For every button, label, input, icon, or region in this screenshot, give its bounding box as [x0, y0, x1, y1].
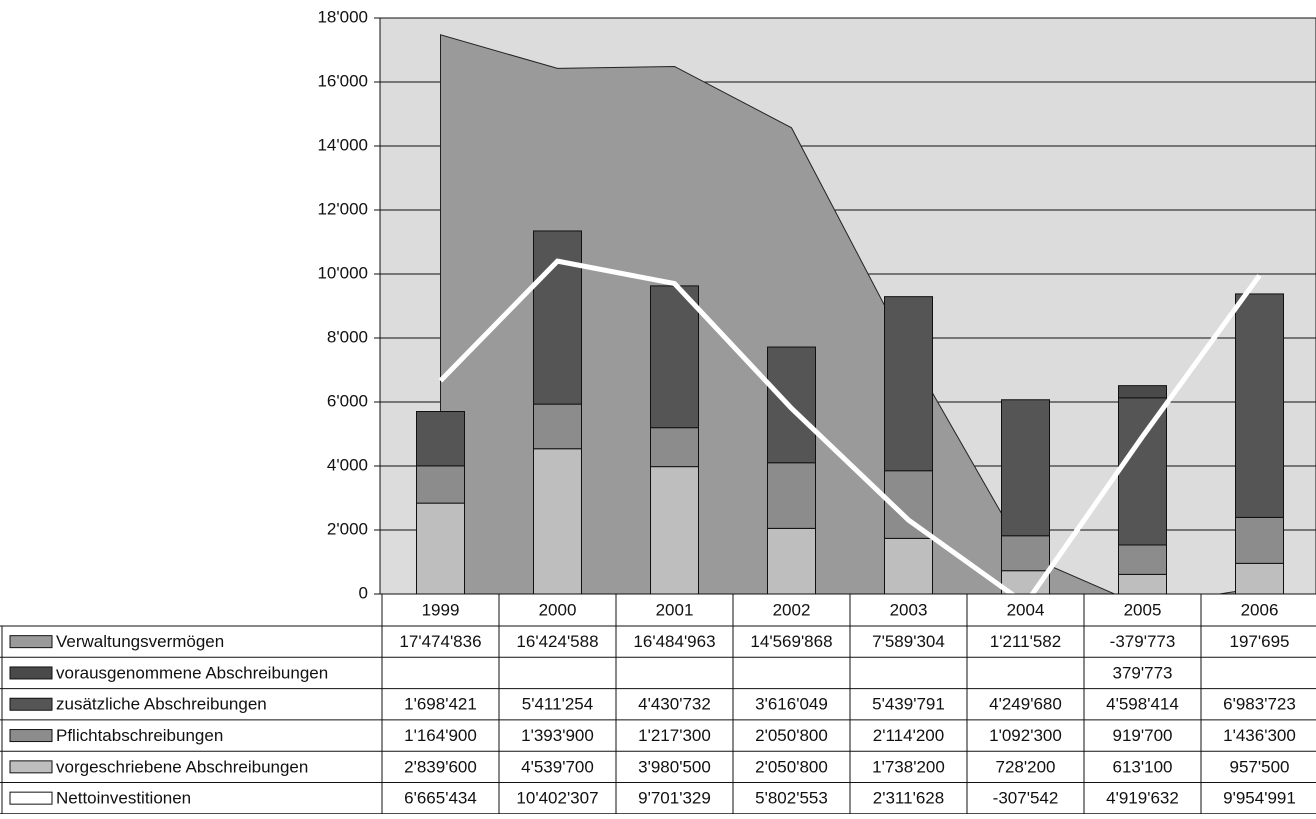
table-value: 3'616'049: [755, 695, 828, 714]
table-value: 16'484'963: [633, 632, 715, 651]
bar: [767, 527, 816, 594]
bar: [1118, 385, 1167, 399]
bar: [1118, 573, 1167, 594]
legend-swatch: [9, 729, 53, 743]
y-tick-label: 8'000: [327, 327, 368, 346]
y-tick-label: 0: [359, 583, 368, 602]
bar: [1118, 397, 1167, 546]
legend-label: Nettoinvestitionen: [56, 789, 191, 808]
table-value: 3'980'500: [638, 757, 711, 776]
table-value: 9'954'991: [1223, 789, 1296, 808]
bar: [416, 465, 465, 504]
bar: [1235, 293, 1284, 518]
table-value: 1'217'300: [638, 726, 711, 745]
legend-swatch: [9, 697, 53, 711]
y-tick-label: 10'000: [317, 263, 368, 282]
x-tick-label: 2003: [890, 600, 928, 619]
legend-label: vorausgenommene Abschreibungen: [56, 663, 328, 682]
bar: [1118, 544, 1167, 575]
x-tick-label: 2000: [539, 600, 577, 619]
table-value: -307'542: [993, 789, 1059, 808]
table-value: 6'983'723: [1223, 695, 1296, 714]
table-value: 379'773: [1113, 663, 1173, 682]
table-value: 2'050'800: [755, 726, 828, 745]
bar: [884, 296, 933, 472]
table-value: 728'200: [996, 757, 1056, 776]
bar: [1235, 516, 1284, 564]
table-value: 16'424'588: [516, 632, 598, 651]
bar: [767, 462, 816, 529]
y-tick-label: 2'000: [327, 519, 368, 538]
bar: [650, 285, 699, 429]
x-tick-label: 2002: [773, 600, 811, 619]
legend-label: Pflichtabschreibungen: [56, 726, 223, 745]
table-value: 5'439'791: [872, 695, 945, 714]
table-value: 197'695: [1230, 632, 1290, 651]
table-value: 1'738'200: [872, 757, 945, 776]
table-value: 1'092'300: [989, 726, 1062, 745]
bar: [884, 537, 933, 594]
x-tick-label: 2006: [1241, 600, 1279, 619]
y-tick-label: 4'000: [327, 455, 368, 474]
legend-swatch: [9, 635, 53, 649]
bar: [650, 466, 699, 594]
table-value: 1'211'582: [990, 632, 1061, 651]
table-value: 4'539'700: [521, 757, 594, 776]
bar: [650, 427, 699, 468]
table-value: 5'411'254: [522, 695, 593, 714]
bar: [533, 403, 582, 450]
x-tick-label: 2001: [656, 600, 694, 619]
legend-swatch: [9, 666, 53, 680]
table-value: 9'701'329: [638, 789, 711, 808]
table-value: 957'500: [1230, 757, 1290, 776]
x-tick-label: 1999: [422, 600, 460, 619]
table-value: 2'114'200: [873, 726, 944, 745]
x-tick-label: 2004: [1007, 600, 1045, 619]
y-tick-label: 16'000: [317, 71, 368, 90]
bar: [1235, 562, 1284, 594]
legend-label: zusätzliche Abschreibungen: [56, 695, 267, 714]
x-tick-label: 2005: [1124, 600, 1162, 619]
table-value: 17'474'836: [399, 632, 481, 651]
y-tick-label: 12'000: [317, 199, 368, 218]
plot: [380, 18, 1316, 594]
bar: [533, 448, 582, 594]
table-value: 4'919'632: [1106, 789, 1179, 808]
bar: [1001, 399, 1050, 537]
table-value: 613'100: [1113, 757, 1173, 776]
legend-swatch: [9, 760, 53, 774]
legend-label: Verwaltungsvermögen: [56, 632, 224, 651]
table-value: 10'402'307: [516, 789, 598, 808]
legend-swatch: [9, 791, 53, 805]
table-value: 14'569'868: [750, 632, 832, 651]
legend-label: vorgeschriebene Abschreibungen: [56, 757, 308, 776]
table-value: 1'698'421: [404, 695, 477, 714]
axes: 0 2'000 4'000 6'000 8'000 10'000 12'000 14'000 1…: [0, 7, 1316, 815]
table-value: 7'589'304: [872, 632, 945, 651]
bar: [1001, 535, 1050, 572]
y-tick-label: 6'000: [327, 391, 368, 410]
y-tick-label: 18'000: [317, 7, 368, 26]
table-value: -379'773: [1110, 632, 1176, 651]
table-value: 919'700: [1113, 726, 1173, 745]
bar: [416, 502, 465, 594]
line: [438, 258, 1262, 594]
table-value: 2'050'800: [755, 757, 828, 776]
table-value: 4'430'732: [638, 695, 711, 714]
table-value: 4'598'414: [1106, 695, 1179, 714]
table-value: 1'164'900: [404, 726, 477, 745]
table-value: 2'311'628: [873, 789, 944, 808]
bar: [533, 230, 582, 405]
table-value: 6'665'434: [404, 789, 477, 808]
table-value: 5'802'553: [755, 789, 828, 808]
table-value: 1'393'900: [521, 726, 594, 745]
table-value: 1'436'300: [1223, 726, 1296, 745]
bar: [416, 411, 465, 467]
table-value: 2'839'600: [404, 757, 477, 776]
table-value: 4'249'680: [989, 695, 1062, 714]
y-tick-label: 14'000: [317, 135, 368, 154]
